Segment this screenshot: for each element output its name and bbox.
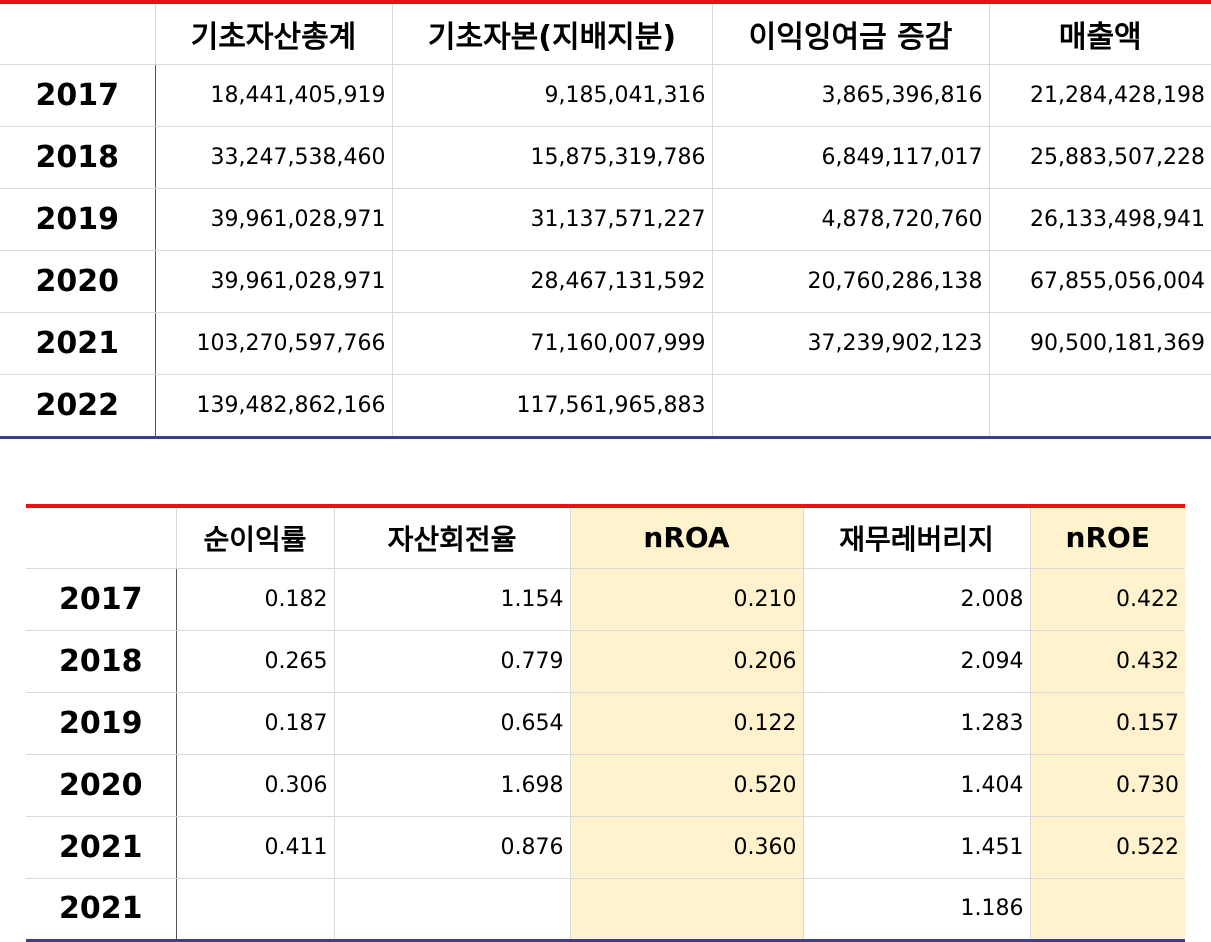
table-row: 2020 0.306 1.698 0.520 1.404 0.730 bbox=[26, 754, 1185, 817]
net-margin-cell: 0.182 bbox=[176, 568, 335, 631]
year-cell: 2018 bbox=[0, 126, 156, 189]
year-cell: 2022 bbox=[0, 374, 156, 439]
asset-turnover-cell: 1.154 bbox=[334, 568, 571, 631]
total-assets-cell: 139,482,862,166 bbox=[155, 374, 393, 439]
leverage-cell: 2.094 bbox=[803, 630, 1031, 693]
table-row: 2019 0.187 0.654 0.122 1.283 0.157 bbox=[26, 692, 1185, 755]
asset-turnover-cell bbox=[334, 878, 571, 942]
leverage-cell: 1.186 bbox=[803, 878, 1031, 942]
equity-cell: 9,185,041,316 bbox=[392, 64, 713, 127]
nroe-cell: 0.522 bbox=[1030, 816, 1185, 879]
asset-turnover-cell: 1.698 bbox=[334, 754, 571, 817]
retained-earnings-cell: 3,865,396,816 bbox=[712, 64, 990, 127]
leverage-cell: 1.404 bbox=[803, 754, 1031, 817]
net-margin-cell: 0.265 bbox=[176, 630, 335, 693]
retained-earnings-cell bbox=[712, 374, 990, 439]
asset-turnover-cell: 0.876 bbox=[334, 816, 571, 879]
total-assets-cell: 103,270,597,766 bbox=[155, 312, 393, 375]
year-cell: 2017 bbox=[26, 568, 177, 631]
nroa-cell: 0.206 bbox=[570, 630, 804, 693]
total-assets-cell: 39,961,028,971 bbox=[155, 250, 393, 313]
year-cell: 2019 bbox=[0, 188, 156, 251]
net-margin-cell bbox=[176, 878, 335, 942]
header-asset-turnover: 자산회전율 bbox=[334, 504, 571, 569]
sales-cell: 67,855,056,004 bbox=[989, 250, 1211, 313]
table-row: 2021 103,270,597,766 71,160,007,999 37,2… bbox=[0, 312, 1211, 375]
leverage-cell: 2.008 bbox=[803, 568, 1031, 631]
nroa-cell: 0.360 bbox=[570, 816, 804, 879]
retained-earnings-cell: 4,878,720,760 bbox=[712, 188, 990, 251]
total-assets-cell: 39,961,028,971 bbox=[155, 188, 393, 251]
table1-header-corner bbox=[0, 0, 156, 65]
total-assets-cell: 33,247,538,460 bbox=[155, 126, 393, 189]
leverage-cell: 1.283 bbox=[803, 692, 1031, 755]
retained-earnings-cell: 37,239,902,123 bbox=[712, 312, 990, 375]
nroa-cell bbox=[570, 878, 804, 942]
table2-header-corner bbox=[26, 504, 177, 569]
header-leverage: 재무레버리지 bbox=[803, 504, 1031, 569]
nroe-cell: 0.730 bbox=[1030, 754, 1185, 817]
equity-cell: 15,875,319,786 bbox=[392, 126, 713, 189]
table-row: 2017 0.182 1.154 0.210 2.008 0.422 bbox=[26, 568, 1185, 631]
net-margin-cell: 0.306 bbox=[176, 754, 335, 817]
year-cell: 2021 bbox=[26, 878, 177, 942]
net-margin-cell: 0.187 bbox=[176, 692, 335, 755]
table1-header-row: 기초자산총계 기초자본(지배지분) 이익잉여금 증감 매출액 bbox=[0, 0, 1211, 65]
year-cell: 2018 bbox=[26, 630, 177, 693]
equity-cell: 28,467,131,592 bbox=[392, 250, 713, 313]
retained-earnings-cell: 6,849,117,017 bbox=[712, 126, 990, 189]
year-cell: 2021 bbox=[0, 312, 156, 375]
header-total-assets: 기초자산총계 bbox=[155, 0, 393, 65]
total-assets-cell: 18,441,405,919 bbox=[155, 64, 393, 127]
net-margin-cell: 0.411 bbox=[176, 816, 335, 879]
sales-cell bbox=[989, 374, 1211, 439]
equity-cell: 71,160,007,999 bbox=[392, 312, 713, 375]
equity-cell: 31,137,571,227 bbox=[392, 188, 713, 251]
table-row: 2018 0.265 0.779 0.206 2.094 0.432 bbox=[26, 630, 1185, 693]
table-row: 2021 1.186 bbox=[26, 878, 1185, 942]
nroa-cell: 0.520 bbox=[570, 754, 804, 817]
header-retained-earnings: 이익잉여금 증감 bbox=[712, 0, 990, 65]
nroa-cell: 0.210 bbox=[570, 568, 804, 631]
nroe-cell bbox=[1030, 878, 1185, 942]
table-row: 2020 39,961,028,971 28,467,131,592 20,76… bbox=[0, 250, 1211, 313]
year-cell: 2020 bbox=[26, 754, 177, 817]
year-cell: 2017 bbox=[0, 64, 156, 127]
sales-cell: 26,133,498,941 bbox=[989, 188, 1211, 251]
header-nroa: nROA bbox=[570, 504, 804, 569]
financial-base-table: 기초자산총계 기초자본(지배지분) 이익잉여금 증감 매출액 2017 18,4… bbox=[0, 0, 1211, 439]
nroe-cell: 0.422 bbox=[1030, 568, 1185, 631]
sales-cell: 21,284,428,198 bbox=[989, 64, 1211, 127]
year-cell: 2019 bbox=[26, 692, 177, 755]
sales-cell: 25,883,507,228 bbox=[989, 126, 1211, 189]
header-net-margin: 순이익률 bbox=[176, 504, 335, 569]
table-row: 2017 18,441,405,919 9,185,041,316 3,865,… bbox=[0, 64, 1211, 127]
leverage-cell: 1.451 bbox=[803, 816, 1031, 879]
header-nroe: nROE bbox=[1030, 504, 1185, 569]
retained-earnings-cell: 20,760,286,138 bbox=[712, 250, 990, 313]
table-row: 2019 39,961,028,971 31,137,571,227 4,878… bbox=[0, 188, 1211, 251]
nroe-cell: 0.432 bbox=[1030, 630, 1185, 693]
header-sales: 매출액 bbox=[989, 0, 1211, 65]
table2-header-row: 순이익률 자산회전율 nROA 재무레버리지 nROE bbox=[26, 504, 1185, 569]
table-row: 2021 0.411 0.876 0.360 1.451 0.522 bbox=[26, 816, 1185, 879]
roe-decomposition-table: 순이익률 자산회전율 nROA 재무레버리지 nROE 2017 0.182 1… bbox=[26, 504, 1185, 942]
table-row: 2022 139,482,862,166 117,561,965,883 bbox=[0, 374, 1211, 439]
header-equity: 기초자본(지배지분) bbox=[392, 0, 713, 65]
asset-turnover-cell: 0.654 bbox=[334, 692, 571, 755]
year-cell: 2020 bbox=[0, 250, 156, 313]
year-cell: 2021 bbox=[26, 816, 177, 879]
equity-cell: 117,561,965,883 bbox=[392, 374, 713, 439]
nroe-cell: 0.157 bbox=[1030, 692, 1185, 755]
table-row: 2018 33,247,538,460 15,875,319,786 6,849… bbox=[0, 126, 1211, 189]
asset-turnover-cell: 0.779 bbox=[334, 630, 571, 693]
nroa-cell: 0.122 bbox=[570, 692, 804, 755]
sales-cell: 90,500,181,369 bbox=[989, 312, 1211, 375]
